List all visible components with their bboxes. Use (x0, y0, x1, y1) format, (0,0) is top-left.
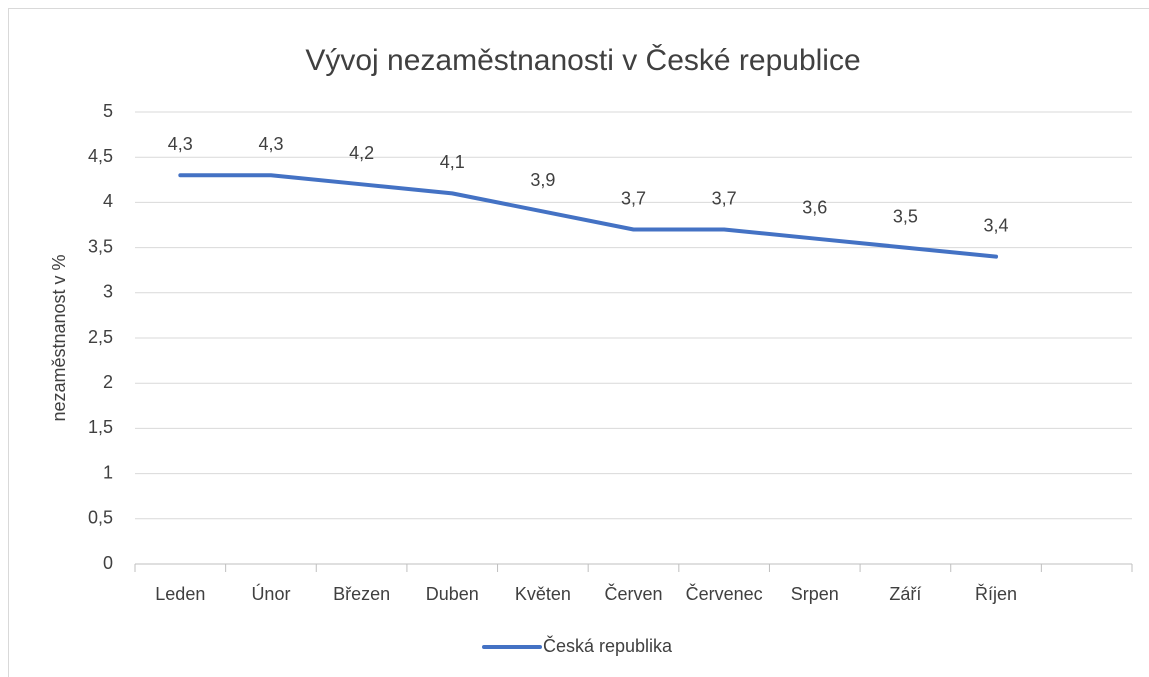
x-tick-label: Březen (333, 584, 390, 604)
y-tick-label: 2,5 (88, 327, 113, 347)
y-tick-label: 4,5 (88, 146, 113, 166)
y-tick-label: 3,5 (88, 236, 113, 256)
data-label: 3,6 (802, 197, 827, 217)
chart-title: Vývoj nezaměstnanosti v České republice (305, 43, 860, 77)
y-tick-label: 2 (103, 372, 113, 392)
data-label: 4,2 (349, 143, 374, 163)
y-tick-label: 0 (103, 553, 113, 573)
data-label: 3,9 (530, 170, 555, 190)
y-tick-label: 4 (103, 191, 113, 211)
x-tick-label: Červenec (686, 583, 763, 604)
data-label: 4,1 (440, 152, 465, 172)
y-tick-label: 5 (103, 101, 113, 121)
x-tick-label: Duben (426, 584, 479, 604)
data-label: 3,7 (712, 188, 737, 208)
y-tick-label: 3 (103, 282, 113, 302)
chart-frame (8, 8, 1149, 677)
x-tick-label: Říjen (975, 584, 1017, 604)
series-line (178, 173, 999, 259)
data-label: 3,7 (621, 188, 646, 208)
y-tick-label: 1 (103, 462, 113, 482)
x-tick-label: Květen (515, 584, 571, 604)
x-tick-label: Září (889, 584, 921, 604)
data-label: 3,5 (893, 206, 918, 226)
x-tick-label: Únor (251, 583, 290, 604)
y-axis-label: nezaměstnanost v % (49, 254, 69, 421)
x-tick-label: Červen (604, 583, 662, 604)
data-label: 4,3 (168, 134, 193, 154)
x-tick-label: Srpen (791, 584, 839, 604)
data-label: 3,4 (984, 215, 1009, 235)
y-tick-label: 1,5 (88, 417, 113, 437)
legend-label: Česká republika (543, 635, 673, 656)
x-tick-label: Leden (155, 584, 205, 604)
data-label: 4,3 (258, 134, 283, 154)
y-tick-label: 0,5 (88, 508, 113, 528)
